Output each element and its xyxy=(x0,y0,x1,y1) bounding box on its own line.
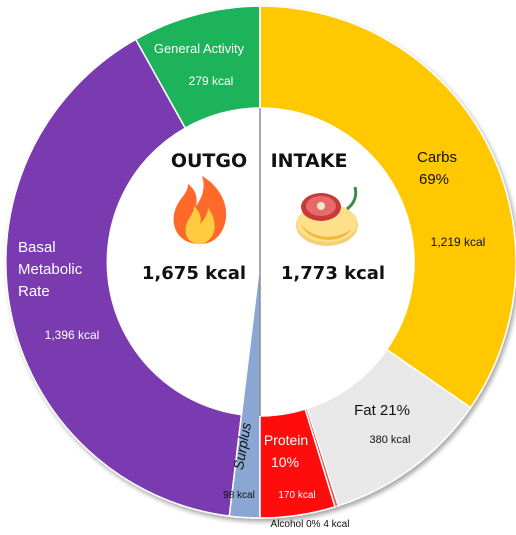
label-protein-pct: 10% xyxy=(271,454,299,470)
label-protein: Protein xyxy=(264,432,308,448)
label-general-activity-kcal: 279 kcal xyxy=(189,74,234,88)
outgo-total: 1,675 kcal xyxy=(142,263,246,284)
label-alcohol: Alcohol 0% 4 kcal xyxy=(271,519,350,530)
label-bmr-line1: Basal xyxy=(18,239,56,256)
inner-disc-intake xyxy=(260,108,414,416)
outgo-title: OUTGO xyxy=(171,150,247,172)
inner-disc-outgo xyxy=(107,108,260,415)
label-surplus-kcal: 98 kcal xyxy=(223,490,255,501)
intake-total: 1,773 kcal xyxy=(281,263,385,284)
label-carbs-pct: 69% xyxy=(419,171,449,188)
label-fat-kcal: 380 kcal xyxy=(370,434,411,446)
slice-basal-metabolic-rate xyxy=(5,38,243,517)
label-bmr-line3: Rate xyxy=(18,283,50,300)
food-icon xyxy=(296,186,358,246)
label-fat: Fat 21% xyxy=(354,402,410,419)
label-carbs: Carbs xyxy=(417,149,457,166)
label-bmr-line2: Metabolic xyxy=(18,261,83,278)
label-bmr-kcal: 1,396 kcal xyxy=(45,328,100,342)
label-protein-kcal: 170 kcal xyxy=(278,490,315,501)
label-general-activity: General Activity xyxy=(154,41,245,56)
flame-icon xyxy=(173,176,227,244)
intake-title: INTAKE xyxy=(271,150,348,172)
label-carbs-kcal: 1,219 kcal xyxy=(431,235,486,249)
